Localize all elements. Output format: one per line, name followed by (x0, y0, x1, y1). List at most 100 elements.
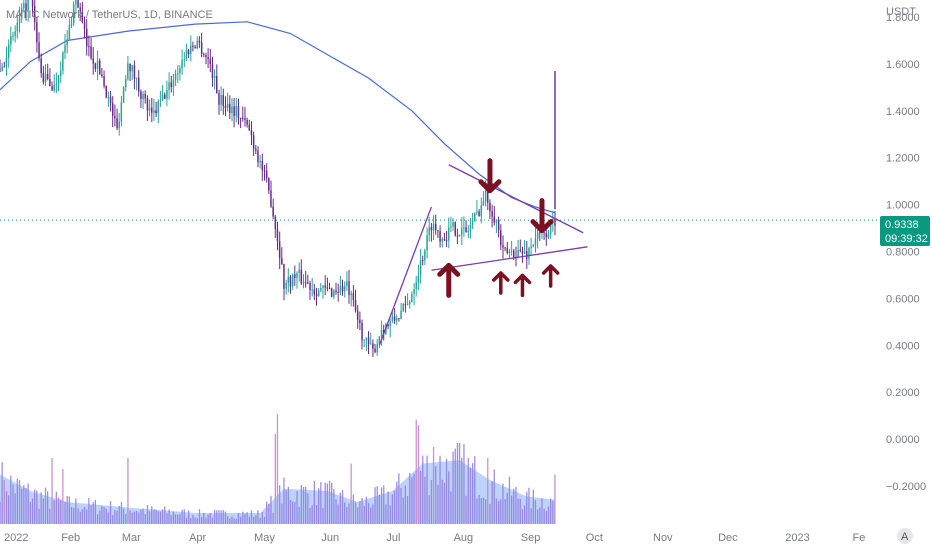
candle-body (33, 5, 36, 23)
candle-body (23, 3, 25, 9)
candle-body (448, 227, 450, 241)
volume-bar (122, 508, 125, 524)
volume-bar (417, 425, 420, 524)
candle-body (526, 251, 528, 259)
candle-body (255, 148, 257, 151)
candle-body (296, 273, 298, 278)
candle-body (467, 231, 469, 232)
candle-body (196, 40, 198, 49)
volume-bar (118, 505, 120, 524)
last-price-badge: 0.9338 09:39:32 (880, 216, 930, 246)
candle-body (272, 206, 274, 217)
volume-bar (311, 505, 313, 524)
volume-bar (274, 433, 276, 524)
candle-body (3, 66, 6, 68)
candle-body (148, 107, 151, 111)
candle-body (432, 223, 435, 231)
candle-body (122, 87, 125, 103)
volume-bar (268, 503, 270, 524)
volume-bar (138, 512, 140, 524)
volume-bar (3, 480, 5, 524)
candle-body (261, 160, 264, 171)
candle-body (426, 235, 428, 251)
candle-body (144, 94, 146, 99)
candle-body (46, 74, 49, 79)
volume-bar (547, 506, 550, 524)
candle-body (51, 86, 53, 91)
candle-body (200, 42, 203, 54)
y-tick-label: 1.0000 (886, 200, 920, 212)
candle-body (79, 7, 81, 12)
candle-body (198, 40, 201, 43)
candle-body (153, 110, 155, 113)
candle-body (517, 249, 519, 258)
volume-bar (370, 507, 372, 524)
volume-bar (450, 491, 452, 524)
volume-bar (222, 510, 224, 524)
volume-bar (357, 507, 359, 524)
volume-bar (508, 476, 511, 524)
volume-bar (534, 500, 537, 524)
volume-bar (151, 506, 153, 524)
volume-bar (359, 501, 361, 524)
volume-bar (393, 490, 396, 524)
candle-body (380, 330, 383, 337)
volume-bar (506, 492, 508, 524)
volume-bar (62, 469, 64, 524)
volume-bar (443, 482, 446, 524)
up-arrow-head (437, 262, 461, 277)
candle-body (504, 247, 506, 249)
tradingview-logo[interactable]: A (897, 528, 913, 544)
volume-bar (127, 458, 129, 524)
candle-body (83, 22, 86, 29)
candle-body (547, 234, 550, 238)
candle-body (539, 232, 541, 234)
volume-bar (10, 475, 12, 524)
moving-average-line (0, 21, 556, 214)
candle-body (44, 74, 47, 83)
candle-body (187, 50, 190, 54)
volume-bar (240, 516, 242, 524)
volume-bar (328, 480, 331, 524)
volume-bar (183, 509, 185, 524)
volume-bar (326, 483, 328, 524)
candle-body (391, 316, 394, 321)
candle-body (430, 226, 433, 231)
candle-body (439, 231, 441, 242)
volume-bar (318, 488, 320, 524)
candle-body (270, 190, 272, 207)
volume-bar (387, 491, 389, 524)
candle-body (131, 65, 133, 72)
x-tick-label: Fe (853, 532, 866, 544)
volume-bar (337, 504, 339, 524)
volume-bar (181, 509, 183, 524)
volume-bar (244, 514, 246, 524)
volume-bar (415, 419, 417, 524)
volume-bar (374, 487, 376, 524)
volume-bar (250, 510, 253, 524)
candle-body (259, 160, 261, 163)
candle-body (55, 83, 58, 85)
volume-bar (517, 498, 519, 524)
volume-bar (73, 507, 75, 524)
volume-bar (142, 508, 144, 524)
candle-body (231, 106, 233, 114)
candle-body (248, 124, 250, 131)
candle-body (289, 276, 292, 287)
volume-bar (12, 484, 14, 524)
candle-body (179, 68, 181, 74)
candle-body (441, 239, 443, 242)
candle-body (31, 0, 34, 6)
candle-body (159, 100, 162, 102)
volume-bar (404, 485, 406, 524)
candle-body (16, 22, 19, 32)
candle-body (543, 232, 545, 234)
candle-body (57, 76, 60, 84)
volume-bar (383, 485, 385, 524)
candle-body (510, 250, 513, 252)
candle-body (450, 226, 452, 228)
candle-body (528, 248, 530, 259)
candle-body (146, 98, 149, 111)
candle-body (66, 39, 68, 46)
